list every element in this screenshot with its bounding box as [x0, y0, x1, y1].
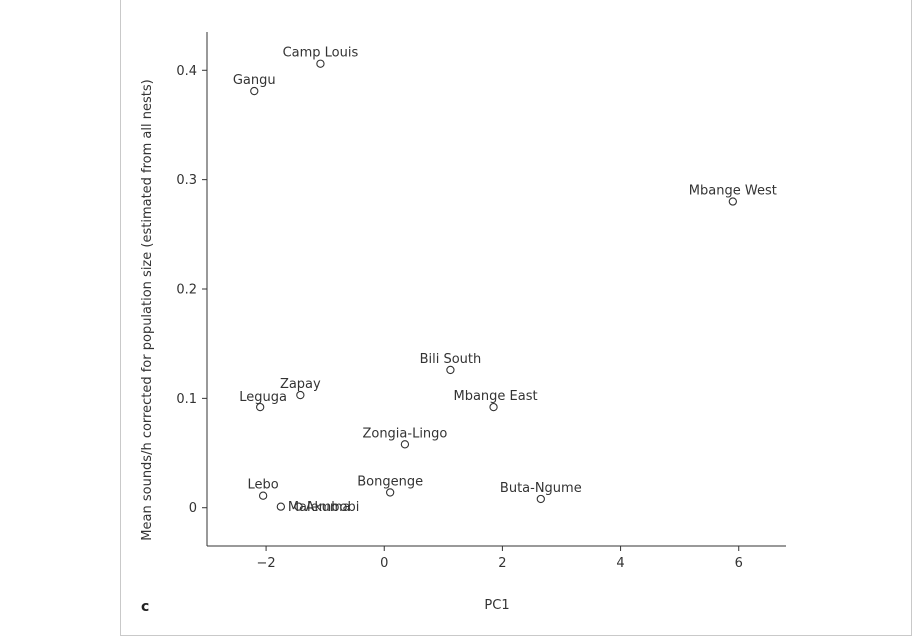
x-tick-label: 6 [735, 556, 743, 571]
point-label: Mbange East [453, 389, 537, 404]
data-point [276, 502, 286, 511]
data-point [316, 59, 325, 68]
data-point [296, 390, 305, 400]
point-label: Bongenge [357, 474, 423, 489]
point-label: Malembobi [288, 500, 360, 515]
data-point [400, 440, 410, 449]
y-tick-label: 0.2 [176, 283, 197, 298]
point-labels: Camp Louis Gangu Mbange West Bili South Zapa… [233, 46, 777, 515]
point-label: Camp Louis [283, 46, 359, 61]
y-axis-title: Mean sounds/h corrected for population s… [140, 79, 155, 540]
figure-frame [120, 0, 912, 636]
data-point [489, 402, 498, 412]
data-points [250, 59, 737, 511]
y-tick-label: 0.3 [176, 173, 197, 188]
axes [202, 32, 786, 551]
x-tick-label: −2 [256, 556, 275, 571]
data-point [446, 365, 455, 375]
x-axis-title: PC1 [484, 598, 509, 613]
x-tick-label: 4 [616, 556, 624, 571]
x-tick-label: 2 [498, 556, 506, 571]
data-point [294, 502, 303, 511]
y-tick-label: 0.1 [176, 392, 197, 407]
y-tick-label: 0 [189, 501, 197, 516]
data-point [250, 86, 259, 96]
point-label: Zapay [280, 377, 321, 392]
point-label: Bili South [420, 352, 482, 367]
y-tick-label: 0.4 [176, 64, 197, 79]
panel-label: c [141, 599, 149, 615]
point-label: Zongia-Lingo [362, 426, 447, 441]
point-label: Gangu [233, 73, 276, 88]
tick-labels: −2 0 2 4 6 0 0.1 0.2 0.3 0.4 [176, 64, 743, 571]
point-label: Mbange West [689, 184, 777, 199]
data-point [256, 402, 265, 412]
point-label: Buta-Ngume [500, 481, 582, 496]
point-label: Akuma [306, 500, 351, 515]
data-point [728, 197, 737, 206]
x-tick-label: 0 [380, 556, 388, 571]
point-label: Leguga [239, 390, 287, 405]
data-point [386, 488, 395, 497]
data-point [258, 491, 268, 500]
data-point [536, 494, 545, 504]
point-label: Lebo [248, 478, 279, 493]
